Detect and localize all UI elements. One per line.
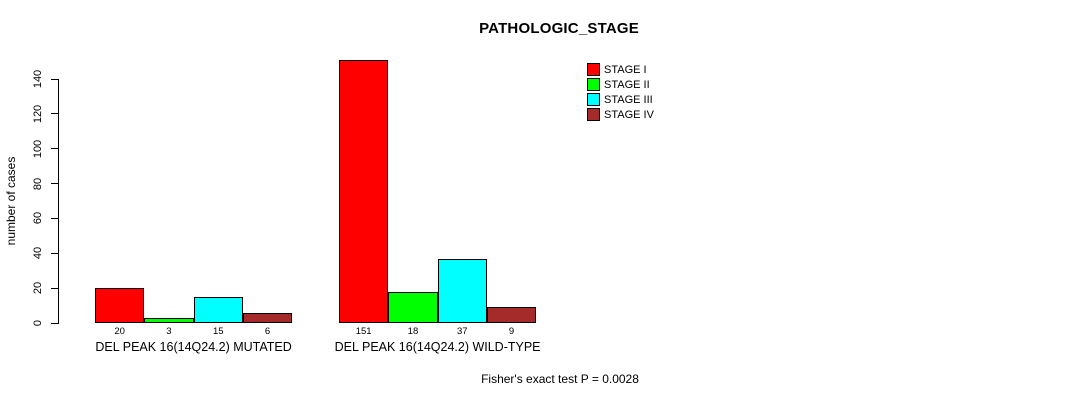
y-axis-tick-label: 20	[32, 282, 44, 295]
bar-value-label: 9	[508, 326, 515, 337]
chart-title: PATHOLOGIC_STAGE	[479, 20, 639, 37]
y-axis-tick-label: 60	[32, 212, 44, 225]
bar-value-label: 20	[114, 326, 125, 337]
y-axis-line	[58, 79, 59, 324]
legend-label: STAGE IV	[604, 108, 654, 121]
legend-swatch	[587, 108, 600, 121]
legend-item: STAGE III	[587, 92, 654, 107]
y-axis-tick	[51, 287, 58, 289]
legend-item: STAGE IV	[587, 107, 654, 122]
bar-value-label: 37	[456, 326, 468, 337]
bar	[95, 288, 145, 323]
bar	[486, 307, 537, 323]
legend-swatch	[587, 93, 600, 106]
category-label: DEL PEAK 16(14Q24.2) WILD-TYPE	[334, 340, 541, 354]
legend-label: STAGE III	[604, 93, 653, 106]
bar	[437, 258, 487, 323]
bar	[339, 59, 389, 323]
y-axis-tick-label: 100	[32, 139, 44, 158]
y-axis-tick-label: 0	[32, 319, 44, 327]
legend-swatch	[587, 63, 600, 76]
bar-value-label: 151	[355, 326, 372, 337]
annotation-text: Fisher's exact test P = 0.0028	[481, 372, 639, 386]
bar	[242, 312, 293, 323]
bar	[388, 291, 438, 323]
y-axis-tick	[51, 217, 58, 219]
y-axis-tick	[51, 78, 58, 80]
y-axis-tick-label: 40	[32, 247, 44, 260]
y-axis-tick	[51, 113, 58, 115]
bar-value-label: 3	[166, 326, 172, 337]
y-axis-tick-label: 140	[32, 69, 44, 89]
bar-value-label: 15	[212, 326, 224, 337]
bar-value-label: 18	[407, 326, 419, 337]
y-axis-tick-label: 80	[32, 177, 44, 190]
bar	[193, 296, 243, 323]
y-axis-tick	[51, 322, 58, 324]
legend-swatch	[587, 78, 600, 91]
legend-item: STAGE I	[587, 62, 654, 77]
legend: STAGE I STAGE II STAGE III STAGE IV	[587, 62, 654, 122]
category-label: DEL PEAK 16(14Q24.2) MUTATED	[95, 340, 292, 354]
y-axis-tick	[51, 183, 58, 185]
y-axis-label: number of cases	[4, 156, 18, 246]
y-axis-tick-label: 120	[32, 104, 44, 124]
bar	[144, 317, 194, 323]
legend-label: STAGE II	[604, 78, 650, 91]
legend-item: STAGE II	[587, 77, 654, 92]
y-axis-tick	[51, 252, 58, 254]
y-axis-tick	[51, 148, 58, 150]
legend-label: STAGE I	[604, 63, 647, 76]
bar-value-label: 6	[264, 326, 271, 337]
